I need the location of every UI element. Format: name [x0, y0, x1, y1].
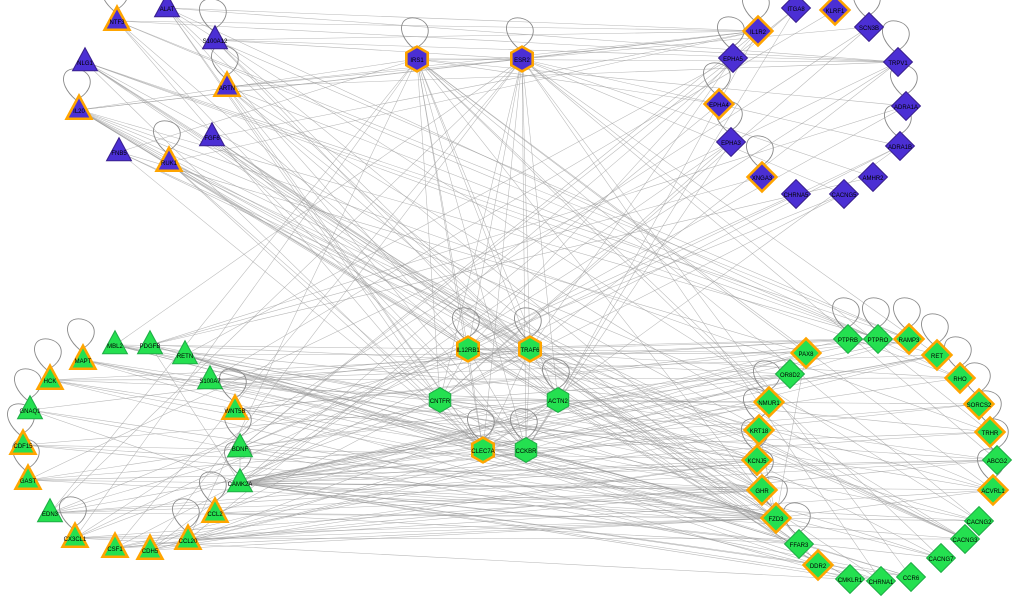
- svg-text:IRS1: IRS1: [410, 58, 424, 64]
- svg-text:IL20: IL20: [73, 109, 85, 115]
- svg-text:HCK: HCK: [44, 379, 57, 385]
- svg-text:BDNF: BDNF: [232, 447, 249, 453]
- svg-text:CHRNA5: CHRNA5: [784, 193, 809, 199]
- svg-text:CX3CL1: CX3CL1: [64, 537, 87, 543]
- svg-text:TRHR: TRHR: [982, 431, 999, 437]
- svg-text:FGF6: FGF6: [204, 136, 220, 142]
- svg-text:GHR: GHR: [755, 489, 769, 495]
- svg-text:S100A12: S100A12: [203, 39, 228, 45]
- svg-text:PDGFB: PDGFB: [140, 344, 161, 350]
- svg-text:ADRA1B: ADRA1B: [888, 145, 912, 151]
- svg-text:ADRA1A: ADRA1A: [894, 105, 918, 111]
- svg-text:XNGA3: XNGA3: [752, 176, 773, 182]
- svg-text:CMKLR1: CMKLR1: [838, 578, 863, 584]
- svg-text:CAMK2A: CAMK2A: [228, 482, 253, 488]
- svg-text:FNB5: FNB5: [111, 151, 127, 157]
- svg-text:DDR2: DDR2: [810, 564, 827, 570]
- svg-text:MAPT: MAPT: [75, 359, 92, 365]
- svg-text:NMUR1: NMUR1: [758, 401, 780, 407]
- svg-text:FZD3: FZD3: [769, 517, 785, 523]
- svg-text:WNT5B: WNT5B: [225, 409, 246, 415]
- svg-text:KCNJ5: KCNJ5: [747, 459, 767, 465]
- svg-text:ITGA8: ITGA8: [787, 7, 805, 13]
- svg-text:TRAF6: TRAF6: [520, 348, 540, 354]
- svg-text:CCR6: CCR6: [903, 576, 920, 582]
- svg-text:CDF15: CDF15: [13, 444, 33, 450]
- svg-text:MBL2: MBL2: [107, 344, 123, 350]
- svg-text:AMHR2: AMHR2: [862, 176, 884, 182]
- svg-text:GNAQ1: GNAQ1: [19, 409, 41, 415]
- svg-text:KRT18: KRT18: [750, 429, 769, 435]
- svg-text:IL1R2: IL1R2: [750, 30, 767, 36]
- svg-text:CACNG7: CACNG7: [928, 557, 954, 563]
- svg-text:EPHA4: EPHA4: [709, 103, 729, 109]
- svg-text:ABCG2: ABCG2: [987, 459, 1008, 465]
- svg-text:CACNG3: CACNG3: [952, 538, 978, 544]
- svg-text:RUK1: RUK1: [161, 161, 178, 167]
- svg-text:EPHA3: EPHA3: [721, 141, 741, 147]
- svg-text:KLRF1: KLRF1: [826, 9, 845, 15]
- svg-text:ESR2: ESR2: [514, 58, 530, 64]
- svg-text:EPHA5: EPHA5: [723, 57, 743, 63]
- svg-text:CLEC7A: CLEC7A: [471, 449, 494, 455]
- svg-text:RAMP3: RAMP3: [899, 338, 920, 344]
- svg-text:CDH5: CDH5: [142, 549, 159, 555]
- svg-text:RETN: RETN: [177, 354, 193, 360]
- svg-text:CSF1: CSF1: [107, 547, 123, 553]
- svg-text:CACNG2: CACNG2: [966, 520, 992, 526]
- svg-text:CCKBR: CCKBR: [515, 449, 537, 455]
- svg-text:SORCS2: SORCS2: [967, 403, 992, 409]
- svg-text:CACNG5: CACNG5: [831, 193, 857, 199]
- svg-text:IL12RB1: IL12RB1: [456, 348, 480, 354]
- svg-text:RET: RET: [931, 354, 943, 360]
- svg-text:FFAR3: FFAR3: [790, 543, 809, 549]
- svg-text:CCL2: CCL2: [207, 512, 223, 518]
- svg-text:CCL20: CCL20: [179, 539, 198, 545]
- svg-text:NLG1: NLG1: [77, 61, 93, 67]
- svg-text:PTPRO: PTPRO: [868, 338, 889, 344]
- svg-text:GAST: GAST: [20, 479, 37, 485]
- svg-text:EDN3: EDN3: [42, 512, 59, 518]
- svg-text:NTF3: NTF3: [110, 20, 126, 26]
- svg-text:PAX8: PAX8: [799, 352, 815, 358]
- svg-text:CHRNA1: CHRNA1: [869, 580, 894, 586]
- svg-text:S100A7: S100A7: [199, 379, 221, 385]
- svg-text:PTPRB: PTPRB: [838, 338, 858, 344]
- svg-text:ALAT: ALAT: [160, 7, 175, 13]
- svg-text:RHO: RHO: [953, 377, 967, 383]
- svg-text:ARTN: ARTN: [219, 86, 235, 92]
- svg-text:CNTFR: CNTFR: [430, 399, 451, 405]
- svg-text:ACVRL1: ACVRL1: [981, 489, 1005, 495]
- svg-text:ACTN2: ACTN2: [548, 399, 568, 405]
- svg-text:TRPV1: TRPV1: [888, 61, 908, 67]
- svg-text:SCN3B: SCN3B: [859, 26, 879, 32]
- svg-text:OR8D2: OR8D2: [780, 373, 801, 379]
